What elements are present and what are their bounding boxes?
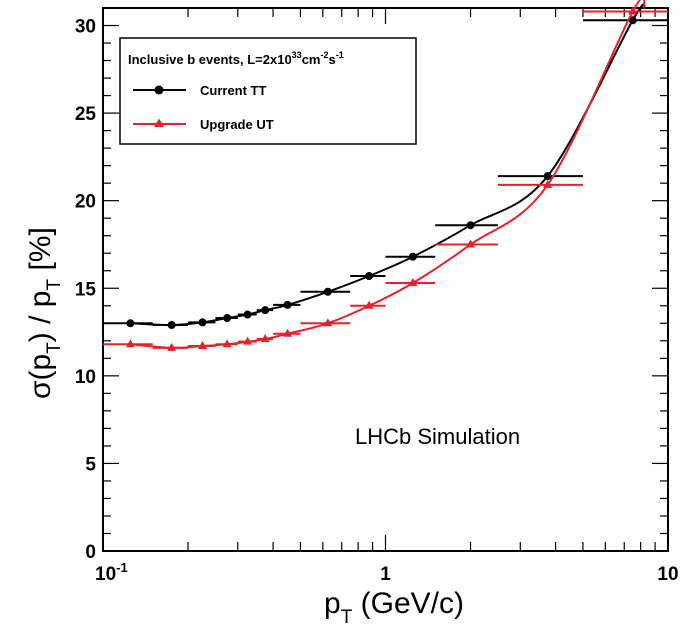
data-point-current-tt [543,172,552,181]
data-point-upgrade-ut [260,334,270,343]
x-axis-title: pT (GeV/c) [324,587,464,628]
x-tick-label: 10 [657,564,678,585]
y-tick-label: 5 [85,454,96,475]
data-point-current-tt [223,314,232,323]
y-tick-label: 15 [75,279,97,300]
data-point-upgrade-ut [167,342,177,351]
data-point-upgrade-ut [323,318,333,327]
data-point-current-tt [283,300,292,309]
y-axis-title: σ(pT) / pT [%] [24,227,65,399]
data-point-upgrade-ut [408,278,418,287]
data-point-upgrade-ut [197,341,207,350]
legend: Inclusive b events, L=2x1033cm-2s-1 Curr… [119,37,417,145]
data-point-upgrade-ut [243,336,253,345]
data-point-upgrade-ut [222,339,232,348]
data-point-current-tt [466,221,475,230]
legend-label-upgrade-ut: Upgrade UT [200,117,274,132]
plot-axes: 0 5 10 15 20 25 30 10-1 1 10 [75,7,679,585]
plot-marks [103,0,668,351]
y-tick-label: 20 [75,192,96,213]
data-point-upgrade-ut [125,339,135,348]
legend-title: Inclusive b events, L=2x1033cm-2s-1 [128,50,344,67]
data-point-current-tt [628,16,637,25]
x-tick-label: 1 [380,564,391,585]
data-point-current-tt [167,321,176,330]
data-point-upgrade-ut [466,239,476,248]
data-point-upgrade-ut [543,179,553,188]
y-tick-label: 0 [85,542,96,563]
data-point-upgrade-ut [364,300,374,309]
legend-label-current-tt: Current TT [200,83,267,98]
legend-marker-upgrade-ut [154,118,164,127]
data-point-current-tt [261,306,270,315]
data-point-current-tt [323,287,332,296]
y-tick-label: 30 [75,17,96,38]
data-point-current-tt [126,319,135,328]
data-point-current-tt [198,318,207,327]
lhcb-simulation-label: LHCb Simulation [355,424,520,449]
data-point-current-tt [408,252,417,261]
data-point-current-tt [365,271,374,280]
y-tick-label: 10 [75,367,96,388]
data-point-upgrade-ut [283,328,293,337]
data-point-current-tt [243,310,252,319]
y-tick-label: 25 [75,104,97,125]
legend-marker-current-tt [154,85,164,95]
x-tick-label: 10-1 [95,560,128,585]
data-point-upgrade-ut [628,6,638,15]
